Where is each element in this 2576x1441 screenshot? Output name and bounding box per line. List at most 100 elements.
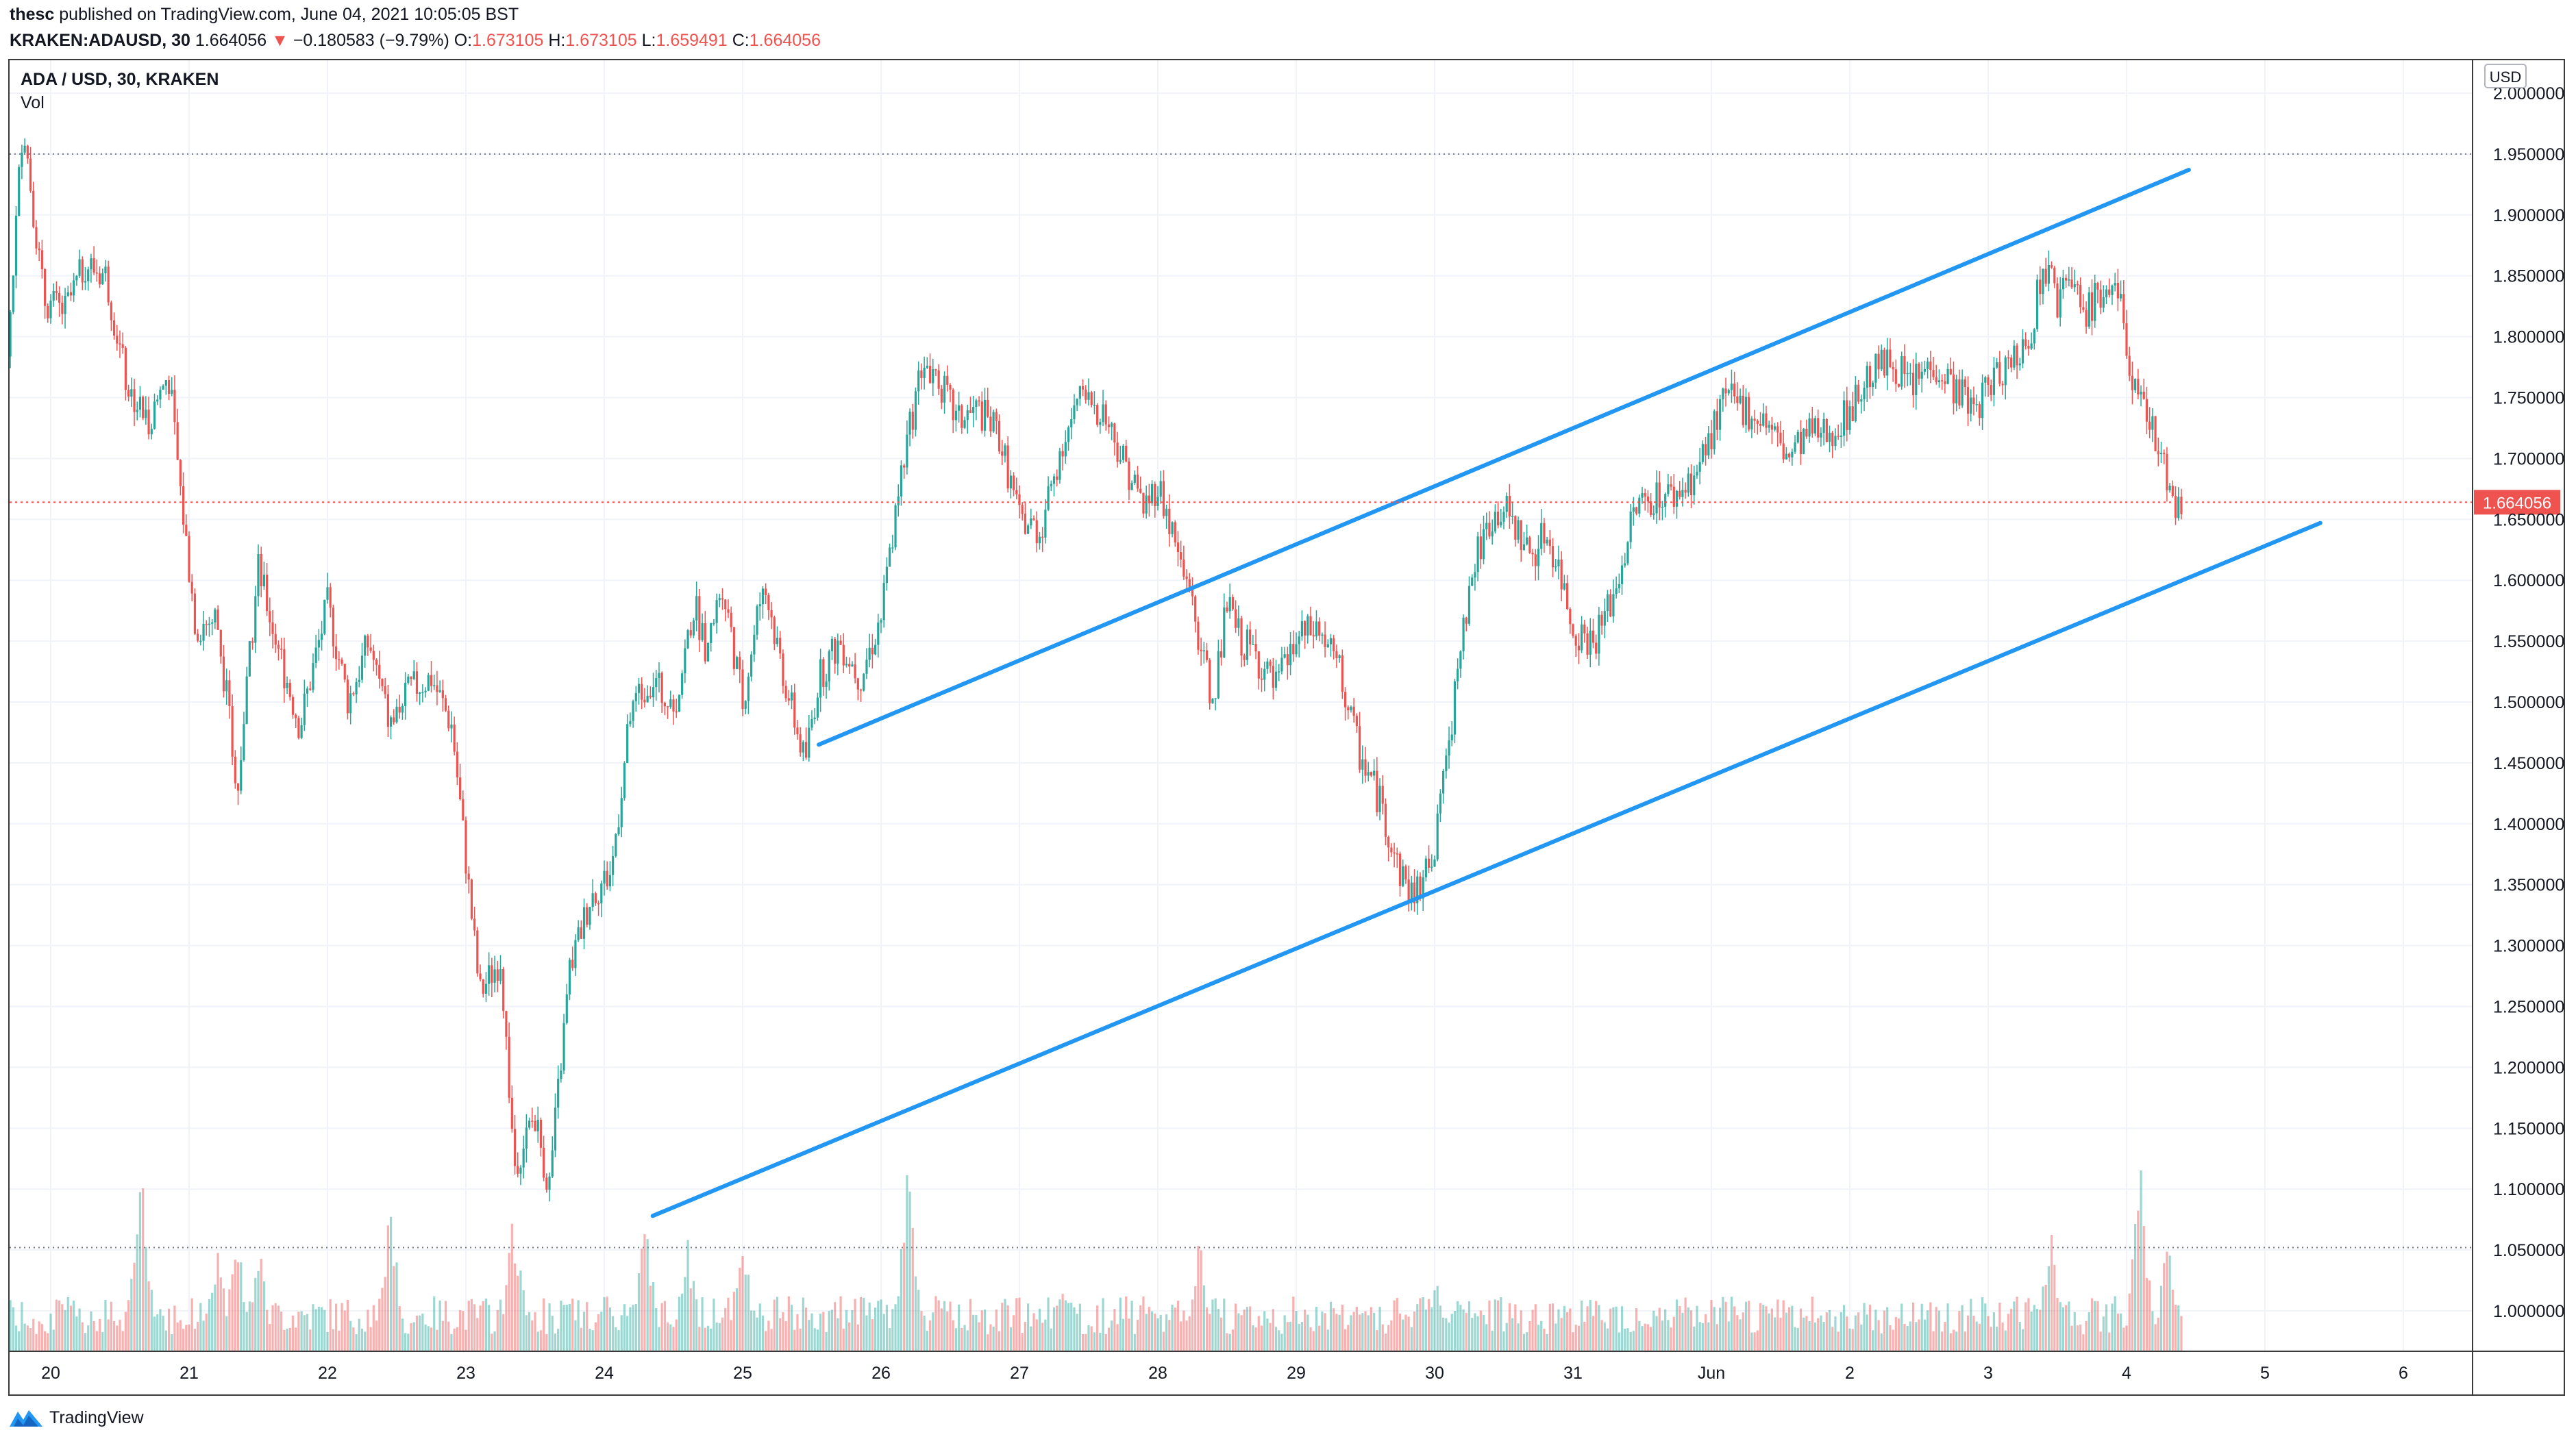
- candle-body: [1768, 425, 1770, 428]
- volume-bar: [600, 1312, 603, 1351]
- channel-line-lower[interactable]: [650, 521, 2323, 1218]
- candle-body: [101, 273, 104, 285]
- volume-bar: [343, 1310, 346, 1351]
- volume-bar: [1274, 1327, 1278, 1351]
- low-value: 1.659491: [656, 31, 728, 50]
- candle-body: [29, 158, 32, 191]
- volume-bar: [1099, 1332, 1102, 1351]
- volume-bar: [1182, 1310, 1185, 1351]
- y-tick-label: 1.250000: [2493, 998, 2564, 1017]
- candle-body: [340, 660, 343, 664]
- candle-body: [1975, 404, 1978, 405]
- candle-body: [1612, 594, 1615, 617]
- volume-bar: [1223, 1299, 1226, 1351]
- volume-bar: [1626, 1328, 1629, 1351]
- candle-body: [211, 622, 214, 624]
- candle-body: [586, 907, 589, 925]
- volume-bar: [1122, 1318, 1125, 1351]
- currency-badge[interactable]: [2484, 64, 2527, 88]
- candle-body: [1906, 373, 1909, 375]
- candle-body: [842, 644, 845, 666]
- volume-bar: [1620, 1306, 1624, 1351]
- candle-body: [660, 673, 663, 703]
- candle-body: [309, 688, 312, 690]
- candle-body: [12, 275, 14, 312]
- volume-bar: [1410, 1327, 1413, 1351]
- channel-line-upper[interactable]: [817, 168, 2191, 747]
- candle-body: [534, 1120, 536, 1131]
- candle-body: [269, 611, 271, 623]
- candle-body: [1056, 476, 1058, 480]
- volume-bar: [2079, 1324, 2082, 1351]
- candle-body: [395, 706, 398, 723]
- footer-brand[interactable]: TradingView: [49, 1407, 144, 1427]
- low-label: L:: [641, 31, 656, 50]
- volume-bar: [185, 1325, 188, 1351]
- volume-bar: [620, 1315, 623, 1351]
- volume-bar: [1416, 1304, 1419, 1351]
- volume-bar: [1200, 1250, 1202, 1351]
- candle-body: [522, 1149, 525, 1168]
- candle-body: [1431, 866, 1433, 868]
- candle-body: [603, 870, 606, 884]
- volume-bar: [856, 1325, 859, 1351]
- candle-body: [1376, 770, 1378, 812]
- price-chart[interactable]: 1.664056 20 21 22 23 24 25 26 27 28 29 30 31 Jun 2 3 4 5…: [10, 60, 2564, 1394]
- candle-body: [1076, 399, 1078, 405]
- candle-body: [1093, 405, 1096, 406]
- chart-frame[interactable]: 1.664056 20 21 22 23 24 25 26 27 28 29 30 31 Jun 2 3 4 5…: [8, 59, 2565, 1396]
- volume-bar: [1070, 1303, 1073, 1351]
- volume-bar: [1713, 1307, 1716, 1351]
- candle-body: [1586, 633, 1589, 655]
- volume-bar: [1897, 1318, 1900, 1351]
- candle-body: [1304, 621, 1306, 636]
- candle-body: [1148, 495, 1150, 503]
- publisher-name[interactable]: thesc: [10, 5, 55, 24]
- candle-body: [1462, 617, 1465, 652]
- candle-body: [1563, 583, 1565, 590]
- volume-bar: [848, 1322, 851, 1351]
- volume-bar: [928, 1320, 932, 1351]
- candle-body: [393, 717, 395, 723]
- volume-bar: [1707, 1322, 1710, 1351]
- candle-body: [199, 640, 202, 642]
- volume-bar: [1286, 1322, 1289, 1351]
- volume-bar: [1343, 1329, 1347, 1351]
- candle-body: [32, 190, 35, 227]
- candle-body: [865, 660, 868, 674]
- candle-body: [1130, 483, 1133, 490]
- candle-body: [646, 695, 649, 703]
- volume-bar: [799, 1328, 802, 1351]
- volume-bar: [1589, 1300, 1592, 1351]
- candle-body: [1883, 349, 1886, 376]
- volume-bar: [787, 1296, 790, 1351]
- candle-body: [343, 664, 346, 680]
- candle-body: [1180, 552, 1182, 560]
- volume-bar: [591, 1330, 594, 1351]
- volume-bar: [987, 1334, 989, 1351]
- candle-body: [1436, 813, 1439, 860]
- volume-bar: [1496, 1300, 1500, 1351]
- candle-body: [675, 711, 678, 713]
- candle-body: [1237, 618, 1240, 628]
- candle-body: [173, 390, 176, 423]
- candle-body: [1278, 671, 1280, 673]
- candle-body: [458, 777, 462, 799]
- volume-bar: [190, 1298, 193, 1351]
- high-value: 1.673105: [565, 31, 637, 50]
- candle-body: [1009, 475, 1012, 489]
- volume-bar: [2068, 1301, 2070, 1351]
- volume-bar: [1249, 1306, 1252, 1351]
- volume-bar: [1551, 1303, 1555, 1351]
- candle-body: [367, 636, 369, 648]
- volume-bar: [1803, 1317, 1805, 1351]
- volume-bar: [2094, 1301, 2096, 1351]
- volume-bar: [364, 1331, 367, 1351]
- volume-bar: [1903, 1324, 1906, 1351]
- candle-body: [185, 525, 188, 536]
- candle-body: [2134, 379, 2137, 390]
- candle-body: [1047, 486, 1050, 510]
- candle-body: [1041, 536, 1044, 538]
- volume-bar: [2016, 1296, 2018, 1351]
- volume-bar: [1168, 1320, 1171, 1351]
